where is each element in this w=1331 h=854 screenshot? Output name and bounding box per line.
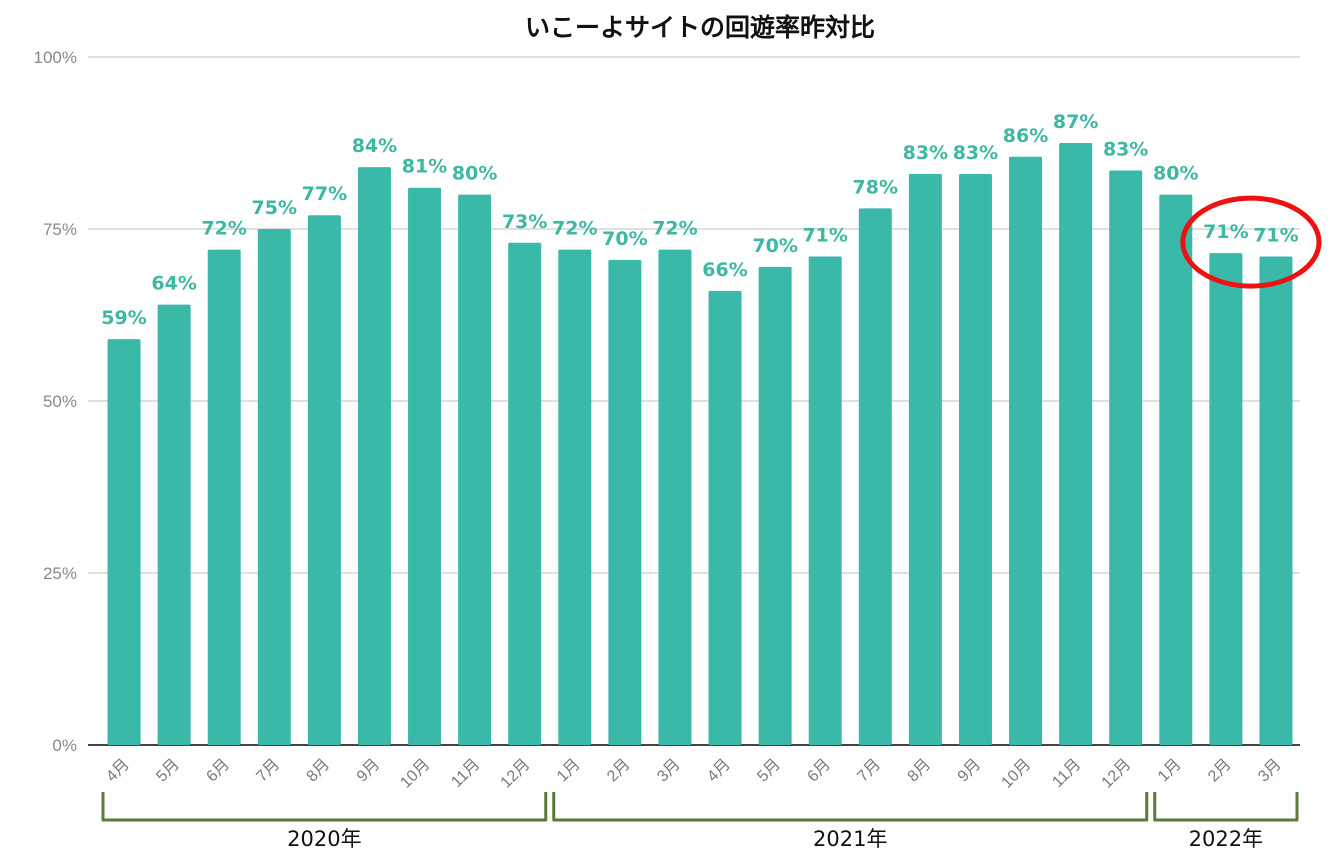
- x-tick-label: 7月: [253, 756, 283, 786]
- bar: [207, 249, 241, 745]
- x-tick-label: 8月: [905, 756, 935, 786]
- data-label: 72%: [652, 218, 697, 240]
- data-label: 66%: [702, 259, 747, 281]
- year-brackets: 2020年 2021年 2022年: [101, 792, 1299, 851]
- year-label: 2020年: [287, 827, 361, 851]
- data-label: 83%: [1103, 139, 1148, 161]
- bar: [1259, 256, 1293, 745]
- x-tick-label: 1月: [554, 756, 584, 786]
- x-tick-label: 12月: [1099, 756, 1135, 792]
- x-tick-label: 9月: [955, 756, 985, 786]
- x-tick-label: 6月: [203, 756, 233, 786]
- x-tick-label: 3月: [1255, 756, 1285, 786]
- data-label: 72%: [201, 218, 246, 240]
- data-label: 78%: [853, 176, 898, 198]
- data-label: 71%: [802, 225, 847, 247]
- x-tick-label: 11月: [448, 756, 483, 791]
- x-tick-label: 2月: [604, 756, 634, 786]
- y-tick-label: 75%: [43, 220, 77, 239]
- x-tick-label: 4月: [103, 756, 133, 786]
- bars: [107, 143, 1293, 746]
- data-label: 73%: [502, 211, 547, 233]
- bar: [758, 266, 792, 745]
- bar: [508, 242, 542, 745]
- bar: [307, 215, 341, 746]
- data-label: 84%: [352, 135, 397, 157]
- x-tick-label: 6月: [804, 756, 834, 786]
- data-label: 83%: [953, 142, 998, 164]
- x-tick-label: 10月: [397, 756, 433, 792]
- data-label: 72%: [552, 218, 597, 240]
- bar: [357, 167, 391, 745]
- x-tick-label: 7月: [854, 756, 884, 786]
- year-bracket: [1153, 792, 1299, 822]
- data-label: 64%: [151, 273, 196, 295]
- y-tick-label: 100%: [34, 48, 77, 67]
- x-tick-label: 3月: [654, 756, 684, 786]
- data-label: 81%: [402, 156, 447, 178]
- bar: [608, 259, 642, 745]
- data-label: 86%: [1003, 125, 1048, 147]
- data-label: 80%: [452, 163, 497, 185]
- y-tick-labels: 0% 25% 50% 75% 100%: [34, 48, 77, 755]
- y-tick-label: 25%: [43, 564, 77, 583]
- x-tick-label: 2月: [1205, 756, 1235, 786]
- x-tick-label: 5月: [153, 756, 183, 786]
- data-label: 80%: [1153, 163, 1198, 185]
- bar: [1209, 253, 1243, 745]
- x-tick-label: 11月: [1049, 756, 1084, 791]
- bar: [408, 187, 442, 746]
- x-tick-label: 9月: [354, 756, 384, 786]
- bar: [157, 304, 191, 745]
- data-label: 70%: [752, 235, 797, 257]
- bar: [708, 290, 742, 745]
- highlight-annotation: [1180, 195, 1322, 289]
- x-tick-label: 1月: [1155, 756, 1185, 786]
- y-tick-label: 50%: [43, 392, 77, 411]
- x-tick-label: 10月: [998, 756, 1034, 792]
- bar: [458, 194, 492, 746]
- chart-title: いこーよサイトの回遊率昨対比: [525, 13, 875, 42]
- bar: [1059, 143, 1093, 745]
- bar: [257, 229, 291, 745]
- year-label: 2022年: [1189, 827, 1263, 851]
- data-label: 75%: [252, 197, 297, 219]
- x-tick-label: 4月: [704, 756, 734, 786]
- y-tick-label: 0%: [52, 736, 77, 755]
- year-bracket: [101, 792, 548, 822]
- data-label: 87%: [1053, 111, 1098, 133]
- x-tick-label: 8月: [304, 756, 334, 786]
- x-tick-label: 5月: [754, 756, 784, 786]
- data-label: 77%: [302, 183, 347, 205]
- data-label: 59%: [101, 307, 146, 329]
- year-bracket: [552, 792, 1149, 822]
- data-label: 83%: [903, 142, 948, 164]
- data-labels: 59%64%72%75%77%84%81% 80%73% 72% 70% 72%66%7…: [101, 111, 1298, 329]
- highlight-circle: [1180, 195, 1322, 289]
- bar: [107, 339, 141, 745]
- bar: [1159, 194, 1193, 746]
- x-tick-label: 12月: [498, 756, 534, 792]
- bar: [558, 249, 592, 745]
- bar: [908, 173, 942, 745]
- x-tick-labels: 4月 5月 6月 7月 8月 9月 10月 11月 12月 1月 2月 3月 4月 5月 6月 7月 8月 9月 1…: [103, 756, 1285, 792]
- data-label: 71%: [1203, 221, 1248, 243]
- data-label: 70%: [602, 228, 647, 250]
- bar: [658, 249, 692, 745]
- bar: [1009, 156, 1043, 745]
- bar: [1109, 170, 1143, 745]
- bar: [958, 173, 992, 745]
- year-label: 2021年: [813, 827, 887, 851]
- bar: [808, 256, 842, 745]
- bar: [858, 208, 892, 746]
- data-label: 71%: [1253, 225, 1298, 247]
